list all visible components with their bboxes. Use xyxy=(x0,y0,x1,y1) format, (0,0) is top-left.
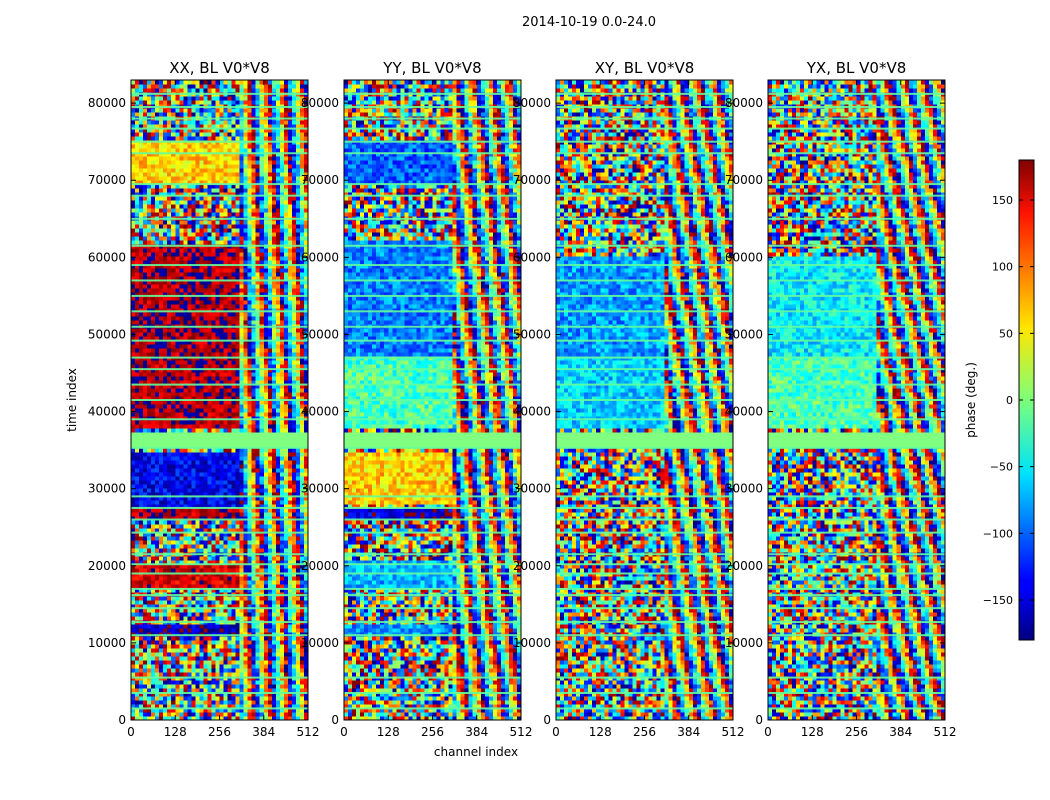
x-tick-label: 128 xyxy=(164,725,187,739)
y-tick-label: 80000 xyxy=(88,96,126,110)
x-tick-label: 256 xyxy=(845,725,868,739)
y-tick-label: 60000 xyxy=(301,250,339,264)
colorbar-tick-label: −100 xyxy=(983,527,1013,540)
y-tick-label: 50000 xyxy=(88,327,126,341)
colorbar-label: phase (deg.) xyxy=(964,362,978,438)
y-tick-label: 70000 xyxy=(513,173,551,187)
y-tick-label: 0 xyxy=(543,713,551,727)
panel-yy: YY, BL V0*V8 0 128 256 384 512 0 10000 20000 3000… xyxy=(301,59,533,739)
y-tick-label: 60000 xyxy=(88,250,126,264)
y-axis-label: time index xyxy=(65,368,79,432)
y-tick-label: 40000 xyxy=(301,405,339,419)
x-axis-label: channel index xyxy=(434,745,518,759)
figure-title: 2014-10-19 0.0-24.0 xyxy=(522,15,656,30)
x-tick-label: 256 xyxy=(633,725,656,739)
y-tick-label: 0 xyxy=(755,713,763,727)
y-tick-label: 40000 xyxy=(88,405,126,419)
colorbar: −150 −100 −50 0 50 100 150 phase (deg.) xyxy=(964,160,1034,640)
x-tick-label: 0 xyxy=(764,725,772,739)
colorbar-tick-label: −50 xyxy=(990,461,1013,474)
y-tick-label: 80000 xyxy=(725,96,763,110)
y-tick-label: 20000 xyxy=(725,559,763,573)
x-tick-label: 512 xyxy=(297,725,320,739)
colorbar-tick-label: 50 xyxy=(999,327,1013,340)
y-tick-label: 30000 xyxy=(725,482,763,496)
x-tick-label: 384 xyxy=(677,725,700,739)
y-tick-label: 20000 xyxy=(88,559,126,573)
x-tick-label: 384 xyxy=(889,725,912,739)
panel-title: YX, BL V0*V8 xyxy=(806,59,907,77)
y-tick-label: 40000 xyxy=(725,405,763,419)
x-tick-label: 128 xyxy=(589,725,612,739)
x-tick-label: 0 xyxy=(340,725,348,739)
x-tick-label: 128 xyxy=(377,725,400,739)
x-tick-label: 256 xyxy=(208,725,231,739)
y-tick-label: 50000 xyxy=(513,327,551,341)
y-tick-label: 20000 xyxy=(513,559,551,573)
y-tick-label: 50000 xyxy=(301,327,339,341)
x-tick-label: 512 xyxy=(510,725,533,739)
y-tick-label: 10000 xyxy=(301,636,339,650)
colorbar-tick-label: −150 xyxy=(983,594,1013,607)
y-tick-label: 70000 xyxy=(725,173,763,187)
y-tick-label: 40000 xyxy=(513,405,551,419)
x-tick-label: 128 xyxy=(801,725,824,739)
y-tick-label: 10000 xyxy=(725,636,763,650)
y-tick-label: 10000 xyxy=(88,636,126,650)
panel-title: XX, BL V0*V8 xyxy=(169,59,270,77)
y-tick-label: 20000 xyxy=(301,559,339,573)
y-tick-label: 10000 xyxy=(513,636,551,650)
x-tick-label: 256 xyxy=(421,725,444,739)
x-tick-label: 384 xyxy=(252,725,275,739)
y-tick-label: 60000 xyxy=(513,250,551,264)
y-tick-label: 80000 xyxy=(513,96,551,110)
panel-title: YY, BL V0*V8 xyxy=(382,59,481,77)
phase-heatmap-figure: 2014-10-19 0.0-24.0 XX, BL V0*V8 0 128 256 3… xyxy=(0,0,1050,800)
colorbar-tick-label: 100 xyxy=(992,261,1013,274)
x-tick-label: 384 xyxy=(465,725,488,739)
y-tick-label: 60000 xyxy=(725,250,763,264)
y-tick-label: 30000 xyxy=(301,482,339,496)
y-tick-label: 70000 xyxy=(301,173,339,187)
x-tick-label: 0 xyxy=(127,725,135,739)
y-tick-label: 80000 xyxy=(301,96,339,110)
panel-xx: XX, BL V0*V8 0 128 256 384 512 0 10000 20000 3000… xyxy=(88,59,320,739)
x-tick-label: 512 xyxy=(934,725,957,739)
y-tick-label: 50000 xyxy=(725,327,763,341)
y-tick-label: 70000 xyxy=(88,173,126,187)
y-tick-label: 30000 xyxy=(513,482,551,496)
colorbar-tick-label: 150 xyxy=(992,194,1013,207)
panel-yx: YX, BL V0*V8 0 128 256 384 512 0 10000 20000 3000… xyxy=(725,59,957,739)
panel-title: XY, BL V0*V8 xyxy=(595,59,695,77)
x-tick-label: 0 xyxy=(552,725,560,739)
y-tick-label: 0 xyxy=(118,713,126,727)
colorbar-tick-label: 0 xyxy=(1006,394,1013,407)
y-tick-label: 30000 xyxy=(88,482,126,496)
y-tick-label: 0 xyxy=(331,713,339,727)
x-tick-label: 512 xyxy=(722,725,745,739)
panel-xy: XY, BL V0*V8 0 128 256 384 512 0 10000 20000 3000… xyxy=(513,59,745,739)
